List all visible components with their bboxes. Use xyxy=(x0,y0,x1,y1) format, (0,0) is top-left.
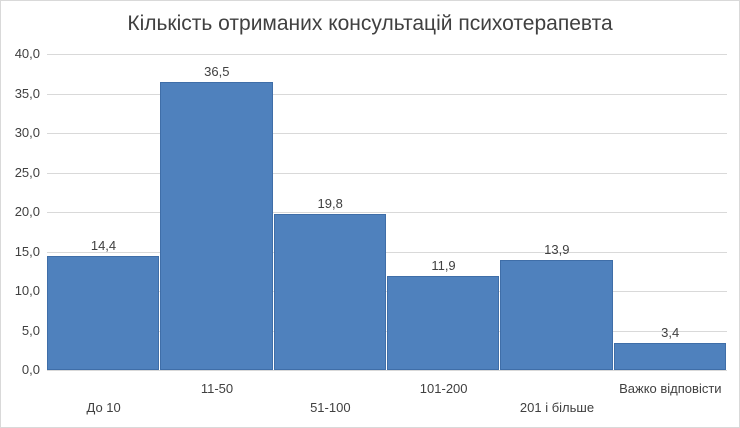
y-tick-label: 40,0 xyxy=(14,46,40,61)
y-tick-label: 5,0 xyxy=(21,322,40,338)
plot-area: 14,4 36,5 19,8 11,9 13,9 3,4 xyxy=(47,54,727,371)
gridline xyxy=(47,133,727,134)
y-tick-label: 30,0 xyxy=(14,125,40,140)
bar xyxy=(273,213,386,370)
data-label: 14,4 xyxy=(90,238,117,254)
gridline xyxy=(47,54,727,55)
bar xyxy=(160,81,273,370)
x-tick-label: Важко відповісти xyxy=(619,381,722,396)
y-tick-label: 35,0 xyxy=(14,85,40,101)
x-tick-label: До 10 xyxy=(86,400,121,415)
bar xyxy=(613,343,726,370)
data-label: 11,9 xyxy=(431,257,456,273)
bar xyxy=(47,256,160,370)
y-tick-label: 15,0 xyxy=(14,243,40,259)
bar xyxy=(387,276,500,370)
y-tick-label: 10,0 xyxy=(14,283,40,298)
y-tick-label: 20,0 xyxy=(14,204,40,219)
y-tick-label: 25,0 xyxy=(14,164,40,180)
x-tick-label: 201 і більше xyxy=(519,400,595,415)
bar xyxy=(500,260,613,370)
data-label: 13,9 xyxy=(544,242,570,258)
x-tick-label: 51-100 xyxy=(310,400,351,415)
gridline xyxy=(47,93,727,95)
gridline xyxy=(47,172,727,174)
data-label: 36,5 xyxy=(204,63,230,79)
data-label: 19,8 xyxy=(317,195,343,211)
x-tick-label: 101-200 xyxy=(419,381,468,396)
gridline xyxy=(47,212,727,213)
x-tick-label: 11-50 xyxy=(200,381,234,396)
gridline xyxy=(47,251,727,253)
y-tick-label: 0,0 xyxy=(21,362,40,377)
data-label: 3,4 xyxy=(661,325,680,341)
chart-title: Кількість отриманих консультацій психоте… xyxy=(127,12,613,35)
gridline xyxy=(47,370,727,371)
